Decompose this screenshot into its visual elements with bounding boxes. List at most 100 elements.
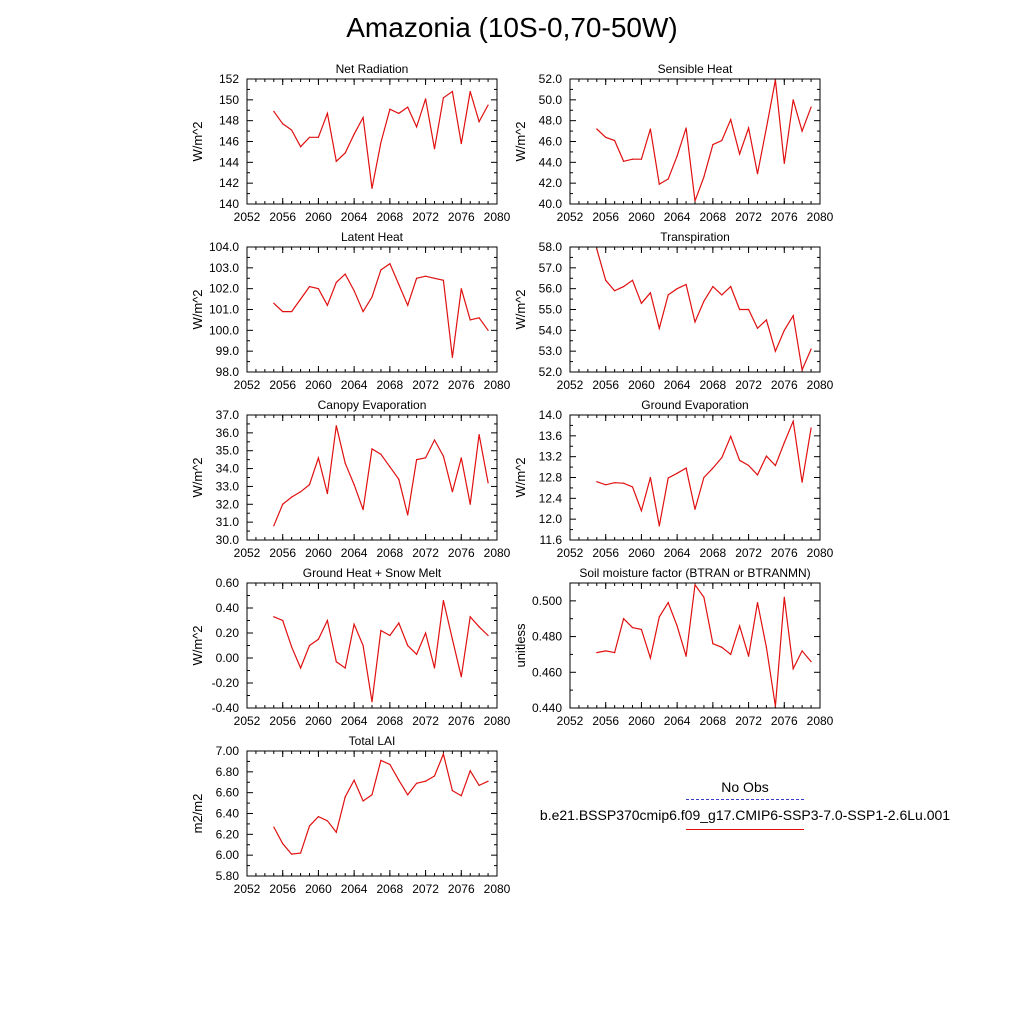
data-point [291, 496, 293, 498]
data-point [640, 158, 643, 160]
data-point [721, 457, 723, 459]
data-point [605, 136, 607, 138]
data-point [801, 130, 803, 132]
x-tick-label: 2076 [448, 714, 475, 728]
x-tick-label: 2076 [448, 378, 475, 392]
x-tick-label: 2064 [341, 378, 368, 392]
data-point [658, 327, 660, 329]
data-point [685, 127, 687, 129]
data-point [362, 509, 364, 511]
y-tick-label: 98.0 [216, 365, 240, 379]
y-tick-label: 100.0 [209, 323, 239, 337]
x-tick-label: 2080 [484, 546, 511, 560]
data-point [774, 79, 776, 81]
data-point [326, 820, 328, 822]
data-point [451, 356, 453, 359]
data-point [424, 457, 427, 459]
data-point [451, 491, 453, 493]
x-tick-label: 2056 [269, 714, 296, 728]
data-point [596, 248, 598, 250]
x-tick-label: 2080 [484, 882, 511, 896]
data-point [694, 321, 696, 323]
data-point [380, 629, 382, 632]
x-tick-label: 2060 [305, 378, 332, 392]
data-point [739, 625, 741, 627]
y-tick-label: 6.80 [216, 765, 240, 779]
x-tick-label: 2060 [305, 546, 332, 560]
x-tick-label: 2052 [557, 714, 584, 728]
data-point [810, 106, 812, 108]
data-point [739, 459, 741, 461]
data-point [335, 661, 337, 663]
data-point [810, 660, 812, 663]
x-tick-label: 2072 [412, 882, 439, 896]
series-line [596, 583, 812, 707]
x-tick-label: 2080 [807, 378, 834, 392]
x-tick-label: 2080 [484, 714, 511, 728]
data-point [398, 283, 400, 286]
plot-frame [246, 750, 498, 877]
data-point [756, 602, 759, 604]
y-tick-label: 58.0 [539, 240, 563, 254]
data-point [335, 831, 337, 833]
data-point [380, 141, 382, 144]
y-tick-label: 5.80 [216, 869, 240, 883]
y-tick-label: 0.460 [532, 665, 562, 679]
data-point [801, 481, 803, 483]
x-tick-label: 2052 [557, 378, 584, 392]
data-point [694, 200, 696, 202]
y-tick-label: 146 [219, 135, 239, 149]
data-point [801, 369, 803, 371]
data-point [353, 133, 355, 135]
data-point [703, 176, 705, 178]
y-tick-label: 0.20 [216, 626, 240, 640]
data-point [614, 290, 616, 292]
y-tick-label: 144 [219, 155, 239, 169]
y-tick-label: 103.0 [209, 261, 239, 275]
data-point [765, 127, 768, 129]
data-point [605, 484, 607, 486]
data-point [433, 439, 436, 441]
y-tick-label: 0.40 [216, 601, 240, 615]
plot-frame [246, 414, 498, 541]
data-point [756, 327, 759, 329]
data-point [622, 160, 625, 162]
data-point [407, 106, 409, 108]
data-point [631, 486, 634, 488]
y-tick-label: 55.0 [539, 303, 563, 317]
data-point [353, 779, 355, 781]
data-point [747, 655, 750, 657]
data-point [614, 482, 616, 484]
data-point [335, 425, 337, 427]
x-tick-label: 2060 [628, 378, 655, 392]
data-point [774, 705, 776, 707]
data-point [389, 466, 391, 468]
x-tick-label: 2056 [592, 378, 619, 392]
data-point [667, 477, 669, 479]
data-point [774, 350, 776, 352]
data-point [792, 420, 794, 422]
legend-obs-line [686, 799, 804, 800]
x-tick-label: 2060 [628, 714, 655, 728]
data-point [424, 98, 427, 100]
x-tick-label: 2064 [664, 546, 691, 560]
y-tick-label: 0.480 [532, 630, 562, 644]
legend-obs-label: No Obs [721, 779, 769, 795]
data-point [487, 780, 489, 782]
y-tick-label: 142 [219, 176, 239, 190]
data-point [362, 116, 364, 119]
data-point [291, 129, 293, 131]
data-point [649, 128, 651, 130]
x-tick-label: 2068 [700, 378, 727, 392]
x-tick-label: 2068 [377, 546, 404, 560]
x-tick-label: 2052 [234, 882, 261, 896]
data-point [335, 281, 337, 284]
data-point [317, 457, 320, 459]
y-tick-label: 0.440 [532, 701, 562, 715]
y-tick-label: 52.0 [539, 72, 563, 86]
data-point [273, 525, 275, 527]
data-point [640, 302, 643, 304]
data-point [407, 514, 409, 516]
data-point [326, 619, 328, 622]
data-point [407, 304, 409, 306]
